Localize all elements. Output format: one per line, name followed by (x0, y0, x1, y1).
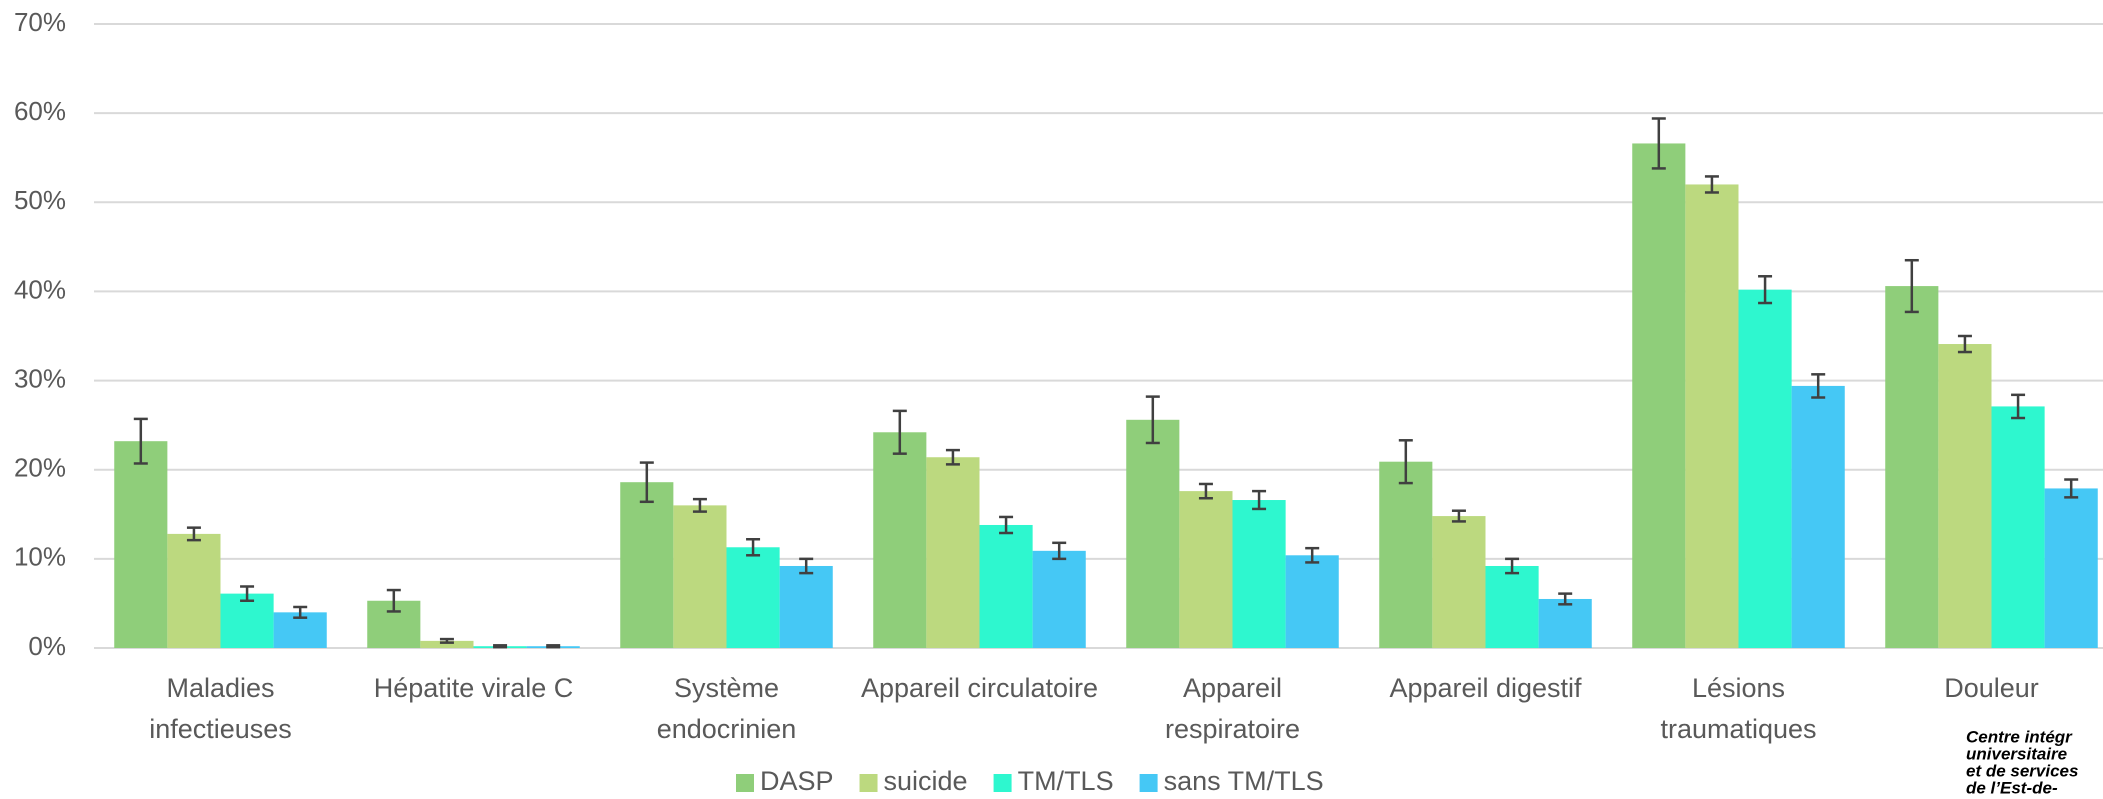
bar (1685, 184, 1739, 648)
error-bar (1558, 592, 1573, 606)
bar (167, 533, 221, 648)
error-bar (1052, 541, 1067, 561)
error-bar (799, 557, 814, 575)
bar (220, 593, 274, 648)
error-bar (999, 515, 1014, 535)
x-tick-label: Appareil respiratoire (1165, 673, 1300, 744)
bar (620, 482, 674, 648)
error-bar (546, 644, 561, 649)
error-bar (1811, 373, 1826, 399)
bar (779, 565, 833, 648)
error-bar (1305, 546, 1320, 564)
x-tick-label: Système endocrinien (657, 673, 797, 744)
y-tick-label: 20% (14, 453, 66, 483)
y-tick-label: 10% (14, 542, 66, 572)
legend-swatch (736, 774, 754, 792)
bar (1632, 143, 1686, 649)
x-tick-label: Appareil digestif (1389, 673, 1582, 703)
bar (873, 432, 927, 648)
source-note: et de services (1966, 761, 2078, 780)
bar (1485, 565, 1539, 648)
bar (420, 640, 474, 648)
bar (1538, 598, 1592, 648)
error-bar (692, 497, 707, 513)
bar (1738, 289, 1792, 648)
bar (1938, 344, 1992, 648)
error-bar (945, 448, 960, 466)
error-bar (1198, 482, 1213, 500)
legend-swatch (993, 774, 1012, 792)
bar (1432, 516, 1486, 648)
y-tick-label: 50% (14, 185, 66, 215)
legend-label: TM/TLS (1018, 766, 1114, 796)
error-bar (1252, 489, 1267, 511)
error-bar (1904, 258, 1919, 314)
bar (1885, 286, 1939, 648)
bar (726, 547, 780, 648)
error-bar (1704, 175, 1719, 194)
bar (1179, 491, 1233, 648)
y-tick-label: 0% (28, 631, 66, 661)
x-tick-label: Lésions traumatiques (1660, 673, 1816, 744)
legend-label: suicide (884, 766, 968, 796)
error-bar (240, 585, 255, 603)
error-bar (386, 588, 401, 613)
error-bar (1651, 117, 1666, 170)
bar (926, 457, 980, 648)
source-note: Centre intégr (1966, 727, 2073, 746)
bar (1991, 406, 2045, 648)
error-bar (2064, 478, 2079, 499)
error-bar (1957, 334, 1972, 354)
source-note: de l’Est-de- (1966, 778, 2058, 797)
error-bar (892, 409, 907, 455)
bar (114, 441, 168, 648)
legend-label: sans TM/TLS (1164, 766, 1324, 796)
error-bar (1145, 395, 1160, 445)
error-bar (639, 461, 654, 504)
error-bar (133, 417, 148, 465)
y-tick-label: 40% (14, 274, 66, 304)
bar (1285, 555, 1339, 648)
bar (673, 505, 727, 648)
bar (1379, 461, 1433, 648)
error-bar (746, 537, 761, 557)
x-tick-label: Douleur (1944, 673, 2039, 703)
y-tick-label: 60% (14, 96, 66, 126)
bar (1791, 385, 1845, 648)
x-tick-label: Appareil circulatoire (861, 673, 1098, 703)
error-bar (2011, 393, 2026, 420)
error-bar (439, 637, 454, 644)
error-bar (1505, 557, 1520, 575)
bar (1032, 550, 1086, 648)
bar (1126, 419, 1180, 648)
bar (1232, 500, 1286, 648)
error-bar (1451, 509, 1466, 523)
bar (2044, 488, 2098, 648)
x-tick-label: Maladies infectieuses (149, 673, 292, 744)
error-bar (293, 605, 308, 619)
legend-label: DASP (760, 766, 834, 796)
y-tick-label: 70% (14, 7, 66, 37)
error-bar (186, 526, 201, 542)
bar (979, 524, 1033, 648)
y-tick-label: 30% (14, 363, 66, 393)
error-bar (1398, 439, 1413, 485)
source-note: universitaire (1966, 744, 2067, 763)
error-bar (1758, 275, 1773, 305)
legend-swatch (1139, 774, 1158, 792)
x-tick-label: Hépatite virale C (374, 673, 574, 703)
error-bar (493, 644, 508, 649)
legend-swatch (859, 774, 878, 792)
